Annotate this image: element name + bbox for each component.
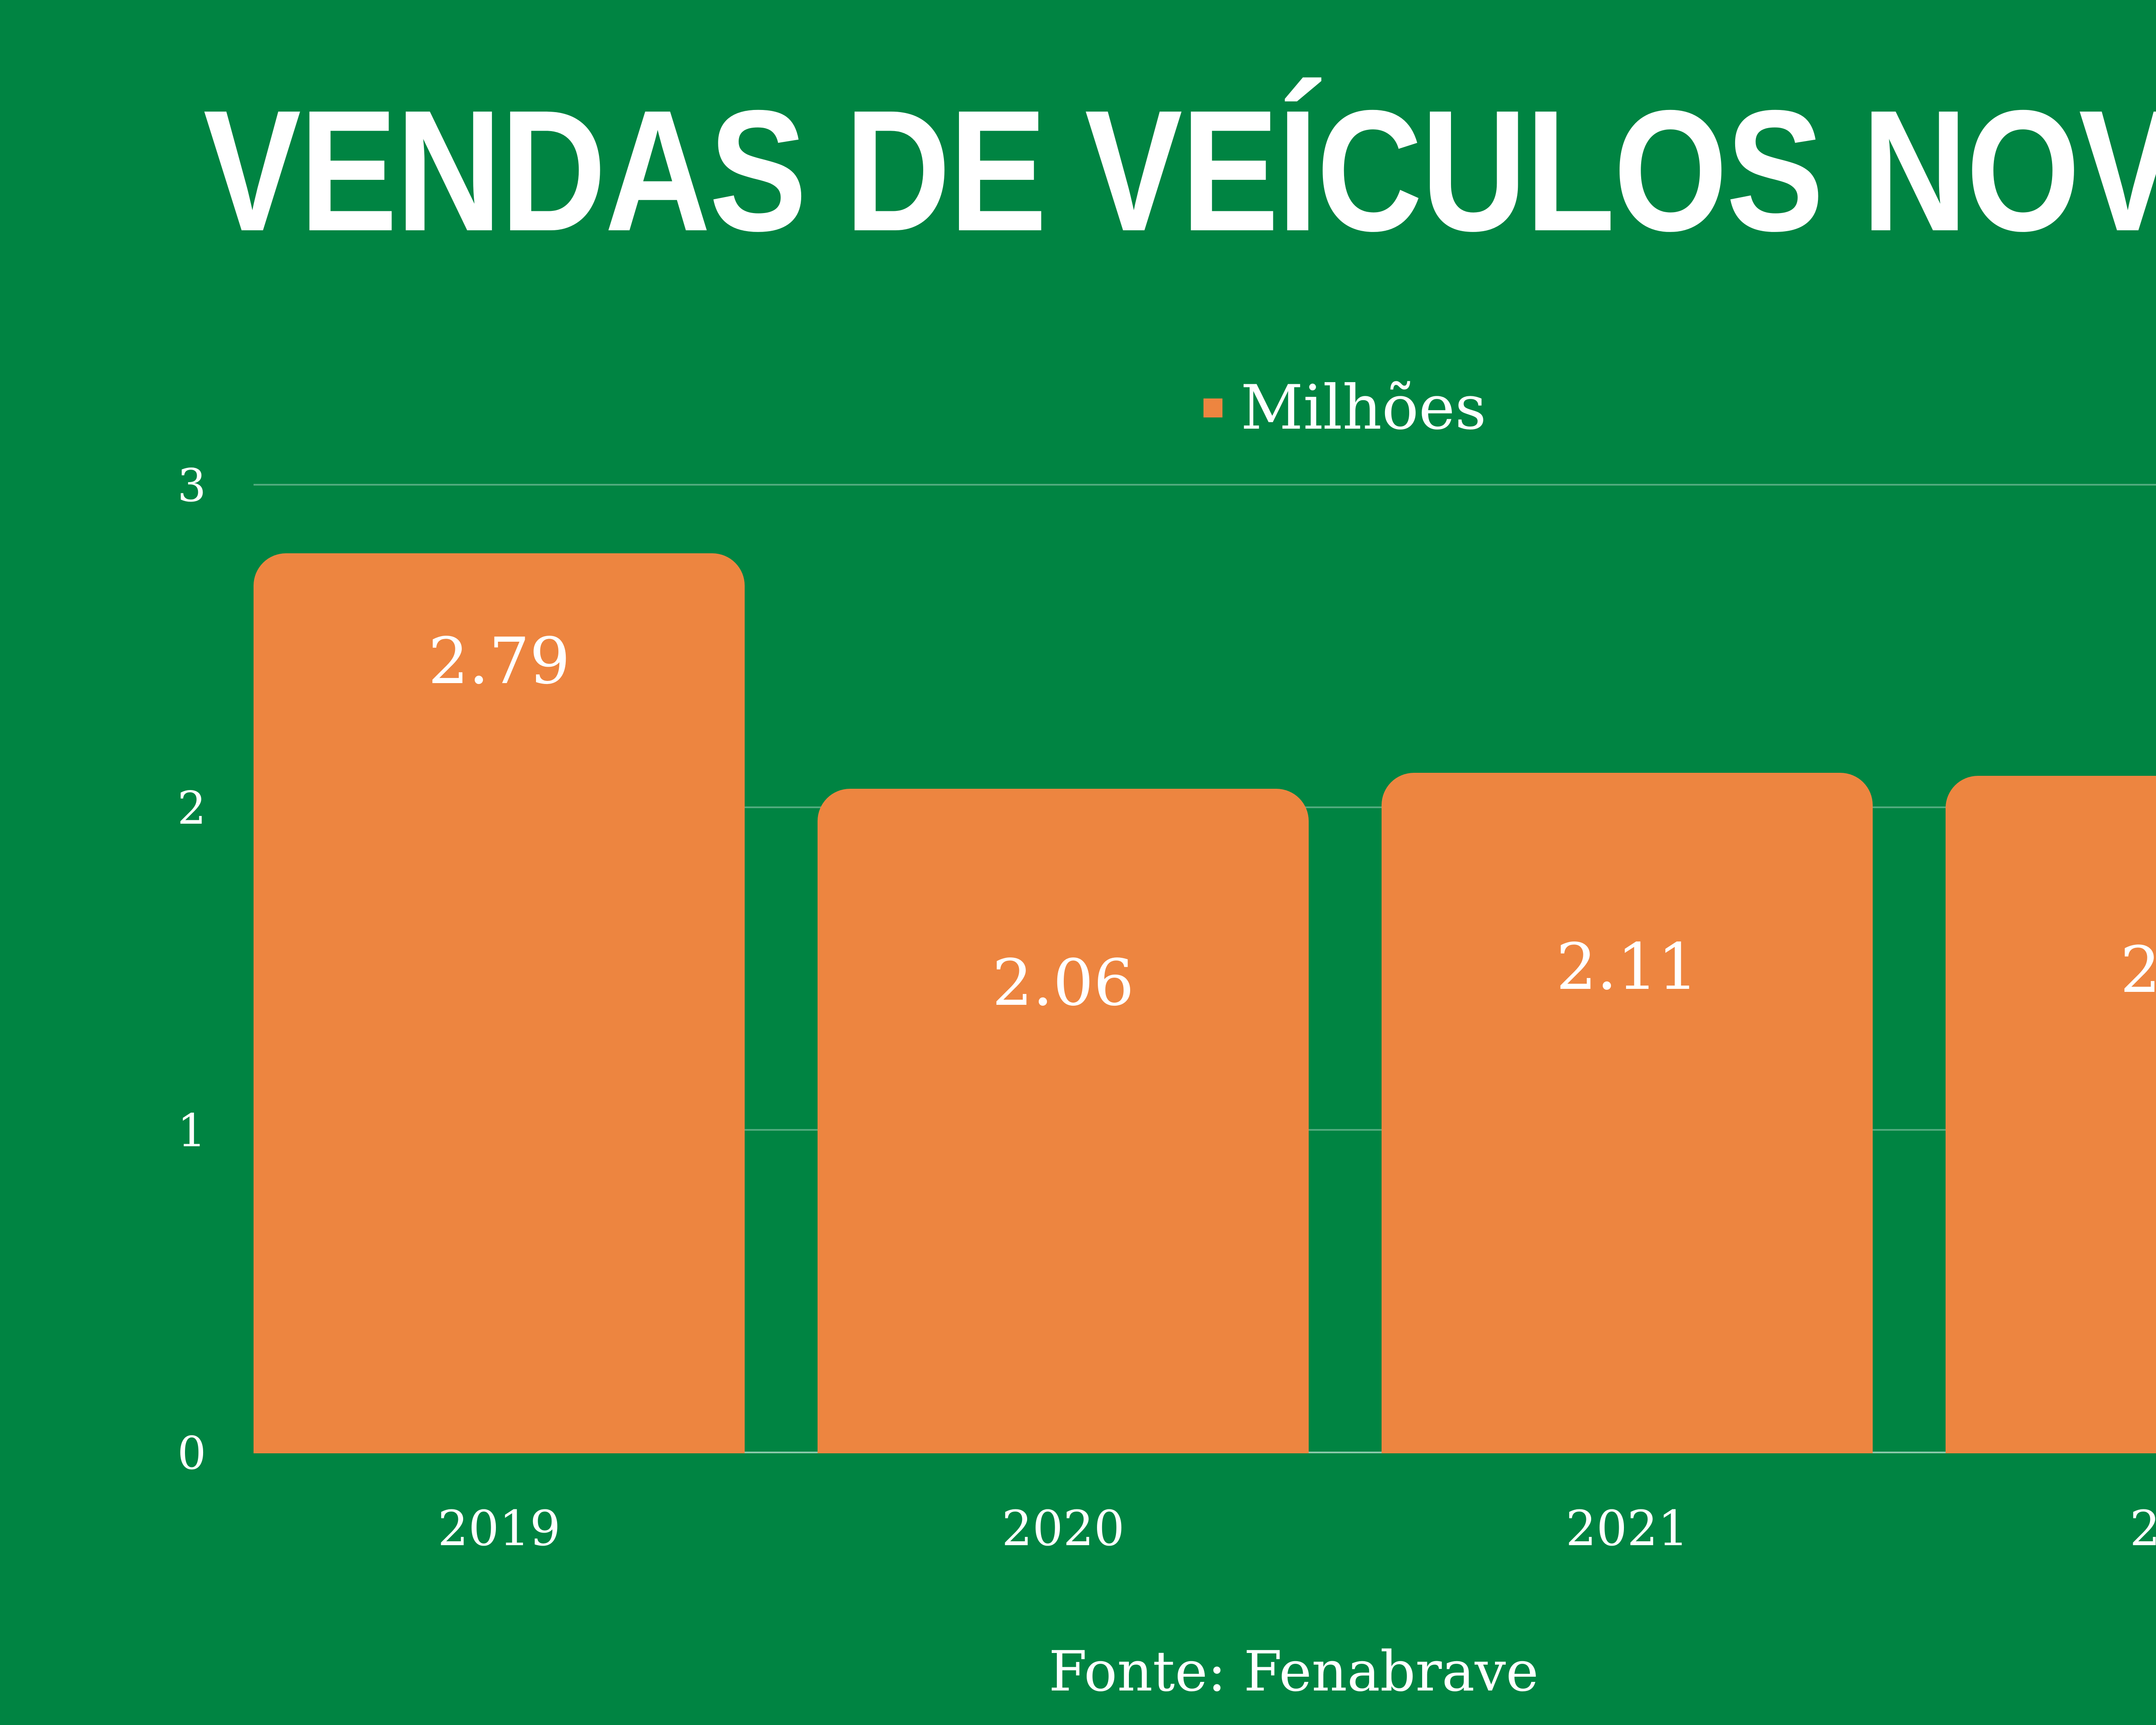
bar-2021: 2.11 [1382, 772, 1873, 1453]
bar-value-label: 2.10 [2120, 933, 2156, 1007]
bar-value-label: 2.06 [992, 946, 1134, 1020]
legend: Milhões [254, 377, 2156, 439]
bar-2022: 2.10 [1946, 776, 2156, 1453]
source-caption: Fonte: Fenabrave [1048, 1640, 1539, 1704]
bar-2019: 2.79 [254, 553, 745, 1453]
legend-label: Milhões [1240, 372, 1487, 443]
bar-value-label: 2.11 [1556, 929, 1698, 1004]
gridline [254, 484, 2156, 486]
x-axis-label: 2019 [437, 1501, 561, 1557]
bar-2020: 2.06 [818, 789, 1309, 1453]
y-axis-label: 1 [177, 1104, 206, 1157]
legend-marker-icon [1203, 398, 1222, 417]
x-axis-label: 2020 [1001, 1501, 1125, 1557]
x-axis-label: 2021 [1565, 1501, 1689, 1557]
x-axis-label: 2022 [2129, 1501, 2156, 1557]
y-axis-label: 0 [177, 1427, 206, 1480]
chart-title: VENDAS DE VEÍCULOS NOVOS [203, 74, 2156, 267]
y-axis-label: 3 [177, 459, 206, 512]
bar-value-label: 2.79 [428, 624, 570, 699]
y-axis-label: 2 [177, 782, 206, 834]
